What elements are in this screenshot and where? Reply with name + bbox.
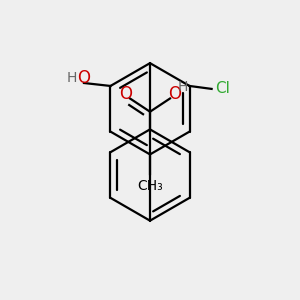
Text: H: H bbox=[178, 80, 188, 94]
Text: H: H bbox=[67, 71, 77, 85]
Text: CH₃: CH₃ bbox=[137, 179, 163, 194]
Text: Cl: Cl bbox=[215, 81, 230, 96]
Text: O: O bbox=[119, 85, 132, 103]
Text: O: O bbox=[168, 85, 181, 103]
Text: O: O bbox=[77, 69, 91, 87]
